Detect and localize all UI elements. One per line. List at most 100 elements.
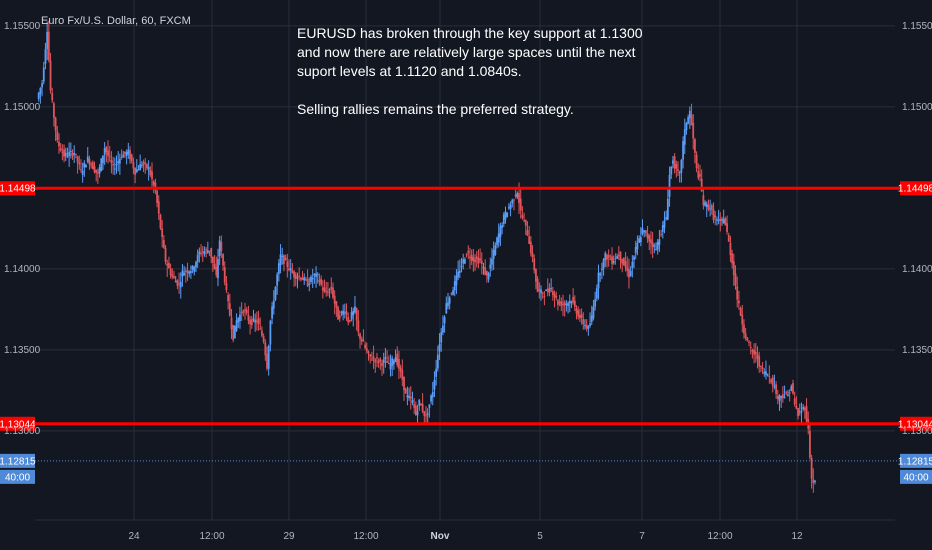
candle-body xyxy=(788,392,791,394)
time-tick-label: 12:00 xyxy=(199,531,224,542)
candle-body xyxy=(724,218,727,226)
candle-body xyxy=(225,283,228,291)
price-tick-label-right: 1.15000 xyxy=(902,102,932,113)
candle xyxy=(249,316,252,335)
annotation-note[interactable]: EURUSD has broken through the key suppor… xyxy=(297,25,643,117)
candle xyxy=(553,290,556,308)
candle xyxy=(511,198,514,208)
candle-body xyxy=(323,287,326,292)
candle-body xyxy=(342,310,345,315)
candle-body xyxy=(61,151,64,153)
candle-body xyxy=(741,314,744,325)
candle xyxy=(814,480,816,485)
candle xyxy=(218,235,221,265)
candle xyxy=(746,336,749,342)
candle xyxy=(699,164,701,182)
candle-body xyxy=(636,242,639,250)
candle-body xyxy=(430,395,432,402)
candle xyxy=(220,235,223,258)
candle-body xyxy=(115,163,118,165)
candle xyxy=(340,310,343,317)
candle-body xyxy=(589,323,591,326)
candle-body xyxy=(301,277,304,281)
candle xyxy=(210,247,213,264)
candle xyxy=(743,319,745,339)
time-axis[interactable]: 24 12:00 29 12:00 Nov 5 7 12:00 12 xyxy=(128,531,803,542)
candle xyxy=(670,166,673,179)
candle-body xyxy=(49,60,52,91)
candle xyxy=(431,381,434,406)
candle-body xyxy=(39,87,42,94)
candle-body xyxy=(271,306,273,319)
candle-body xyxy=(524,219,527,226)
candle-body xyxy=(433,379,436,390)
candle-body xyxy=(372,356,375,359)
candle xyxy=(616,253,619,259)
candle-body xyxy=(700,178,703,192)
price-axis-left[interactable]: 1.15500 1.15000 1.14000 1.13500 1.13000 xyxy=(4,21,41,437)
candle xyxy=(301,270,304,281)
candle-body xyxy=(90,164,93,166)
candle xyxy=(780,395,783,408)
candle xyxy=(677,161,679,177)
candle-body xyxy=(462,259,465,264)
candle-body xyxy=(392,360,395,365)
candle xyxy=(333,290,336,315)
candle xyxy=(386,350,388,363)
candle xyxy=(296,272,299,289)
candle-body xyxy=(609,258,612,260)
candle xyxy=(186,262,189,281)
candle xyxy=(580,308,583,325)
candle-body xyxy=(244,309,246,311)
candle-body xyxy=(721,219,723,221)
candle-body xyxy=(316,274,319,276)
candle xyxy=(477,249,480,269)
candle xyxy=(370,351,373,361)
candle xyxy=(120,149,123,160)
candle-body xyxy=(606,255,608,260)
candle-body xyxy=(162,240,165,248)
candle xyxy=(140,161,143,169)
candle-body xyxy=(198,251,201,255)
candle xyxy=(262,333,265,344)
price-badge-right xyxy=(900,416,932,431)
candle-body xyxy=(553,293,556,298)
candle-body xyxy=(727,235,730,242)
candle xyxy=(206,241,209,254)
candle xyxy=(51,87,54,104)
candle-body xyxy=(320,278,323,285)
price-axis-right[interactable]: 1.15500 1.15000 1.14000 1.13500 1.13000 xyxy=(902,21,932,437)
candle-body xyxy=(423,411,426,416)
candle xyxy=(91,160,94,170)
candle xyxy=(250,315,253,329)
candle-body xyxy=(607,254,610,258)
candle-body xyxy=(58,141,60,147)
candle xyxy=(362,329,365,342)
candle xyxy=(523,212,525,223)
candle-body xyxy=(130,154,133,162)
candle xyxy=(597,264,600,300)
candle xyxy=(634,240,637,260)
candle-body xyxy=(269,320,272,345)
candle-body xyxy=(56,131,59,141)
candle-body xyxy=(305,279,307,281)
candle-body xyxy=(487,273,490,280)
candle xyxy=(135,159,138,174)
candle xyxy=(310,274,312,285)
candle xyxy=(467,245,470,260)
price-tick-label-right: 1.13500 xyxy=(902,345,932,356)
candle-body xyxy=(793,398,796,405)
horizontal-lines[interactable]: 1.14498 1.14498 1.13044 1.13044 1.12815 40:00… xyxy=(0,181,932,484)
candle xyxy=(450,292,453,296)
candle-body xyxy=(118,158,121,164)
candle xyxy=(69,142,72,159)
candle xyxy=(337,305,339,320)
candle-body xyxy=(585,324,588,329)
candle xyxy=(257,310,260,331)
candle-body xyxy=(469,256,471,259)
candle-body xyxy=(783,396,786,398)
candle-body xyxy=(577,310,580,317)
candle-body xyxy=(533,258,536,271)
candle-body xyxy=(63,149,65,157)
